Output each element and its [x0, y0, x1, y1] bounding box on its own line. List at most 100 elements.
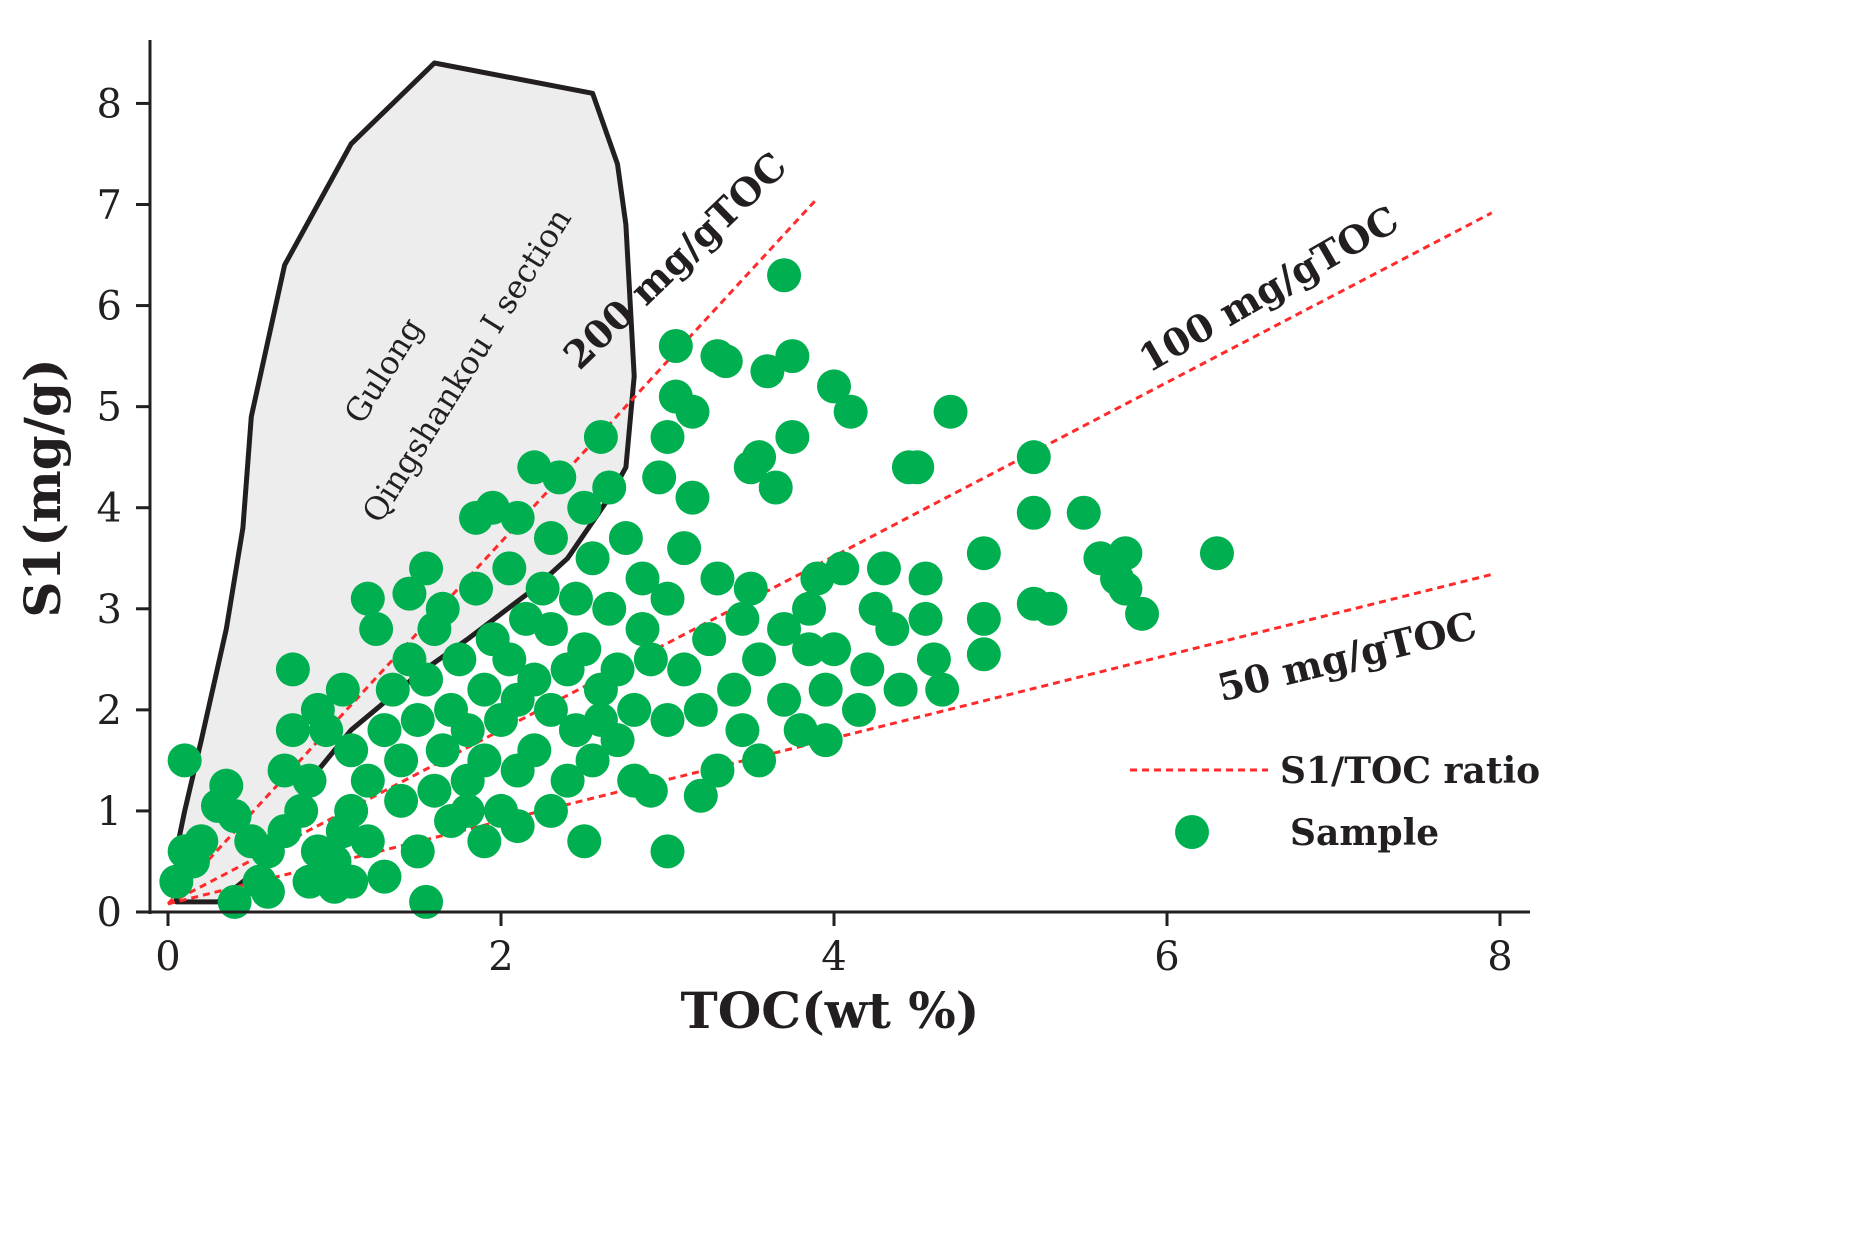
sample-points	[159, 258, 1234, 919]
sample-point	[908, 561, 943, 596]
sample-point	[850, 652, 885, 687]
sample-point	[625, 561, 660, 596]
sample-point	[250, 874, 285, 909]
x-tick-label: 6	[1154, 934, 1179, 980]
sample-point	[675, 480, 710, 515]
sample-point	[617, 692, 652, 727]
sample-point	[775, 339, 810, 374]
sample-point	[334, 793, 369, 828]
sample-point	[284, 793, 319, 828]
sample-point	[459, 571, 494, 606]
sample-point	[567, 824, 602, 859]
sample-point	[825, 551, 860, 586]
x-ticks: 0 2 4 6 8	[155, 912, 1513, 980]
sample-point	[275, 713, 310, 748]
sample-point	[742, 743, 777, 778]
sample-point	[467, 824, 502, 859]
sample-point	[209, 768, 244, 803]
sample-point	[792, 632, 827, 667]
sample-point	[1016, 495, 1051, 530]
sample-point	[1108, 536, 1143, 571]
sample-point	[525, 571, 560, 606]
sample-point	[425, 733, 460, 768]
sample-point	[167, 743, 202, 778]
sample-point	[1066, 495, 1101, 530]
y-tick-label: 8	[97, 81, 122, 127]
y-tick-label: 1	[97, 789, 122, 835]
legend-label-ratio: S1/TOC ratio	[1280, 750, 1540, 792]
sample-point	[533, 521, 568, 556]
sample-point	[608, 521, 643, 556]
region-layer: Gulong Qingshankou I section	[173, 60, 637, 905]
sample-point	[583, 419, 618, 454]
sample-point	[667, 531, 702, 566]
axes: 0 2 4 6 8 0 1 2 3 4 5 6 7 8	[97, 40, 1530, 980]
sample-point	[966, 601, 1001, 636]
sample-point	[758, 470, 793, 505]
sample-point	[692, 622, 727, 657]
x-tick-label: 8	[1487, 934, 1512, 980]
sample-point	[367, 713, 402, 748]
sample-point	[492, 551, 527, 586]
sample-point	[683, 778, 718, 813]
sample-point	[575, 743, 610, 778]
sample-point	[400, 834, 435, 869]
sample-point	[442, 642, 477, 677]
sample-point	[500, 809, 535, 844]
y-tick-label: 4	[97, 486, 122, 532]
sample-point	[450, 713, 485, 748]
ratio-label-50: 50 mg/gTOC	[1213, 602, 1481, 710]
sample-point	[658, 329, 693, 363]
sample-point	[875, 612, 910, 646]
sample-point	[359, 612, 394, 646]
sample-point	[392, 576, 427, 611]
sample-point	[833, 394, 868, 429]
y-axis-title: S1(mg/g)	[13, 358, 72, 617]
sample-point	[334, 864, 369, 899]
sample-point	[633, 773, 668, 808]
x-axis-title: TOC(wt %)	[681, 981, 980, 1040]
sample-point	[883, 672, 918, 707]
sample-point	[1108, 571, 1143, 606]
sample-point	[808, 672, 843, 707]
sample-point	[275, 652, 310, 687]
y-tick-label: 2	[97, 688, 122, 734]
y-ticks: 0 1 2 3 4 5 6 7 8	[97, 81, 150, 936]
sample-point	[808, 723, 843, 758]
sample-point	[409, 662, 444, 697]
sample-point	[467, 672, 502, 707]
sample-point	[409, 551, 444, 586]
sample-point	[675, 394, 710, 429]
sample-point	[908, 601, 943, 636]
sample-point	[742, 642, 777, 677]
sample-point	[650, 419, 685, 454]
ratio-label-100: 100 mg/gTOC	[1131, 196, 1406, 381]
sample-point	[625, 612, 660, 646]
sample-point	[292, 763, 327, 798]
sample-point	[350, 581, 385, 616]
sample-point	[750, 354, 785, 389]
sample-point	[725, 601, 760, 636]
y-tick-label: 0	[97, 890, 122, 936]
sample-point	[650, 834, 685, 869]
sample-point	[733, 571, 768, 606]
sample-point	[184, 824, 219, 859]
sample-point	[966, 536, 1001, 571]
sample-point	[592, 470, 627, 505]
sample-point	[375, 672, 410, 707]
sample-point	[542, 460, 577, 495]
sample-point	[767, 682, 802, 717]
sample-point	[533, 612, 568, 646]
sample-point	[708, 344, 743, 379]
sample-point	[725, 713, 760, 748]
sample-point	[700, 753, 735, 788]
x-tick-label: 4	[821, 934, 846, 980]
sample-point	[650, 581, 685, 616]
sample-point	[642, 460, 677, 495]
sample-point	[567, 490, 602, 525]
qingshankou-region	[173, 60, 637, 905]
sample-point	[350, 824, 385, 859]
y-tick-label: 7	[97, 183, 122, 229]
sample-point	[558, 581, 593, 616]
